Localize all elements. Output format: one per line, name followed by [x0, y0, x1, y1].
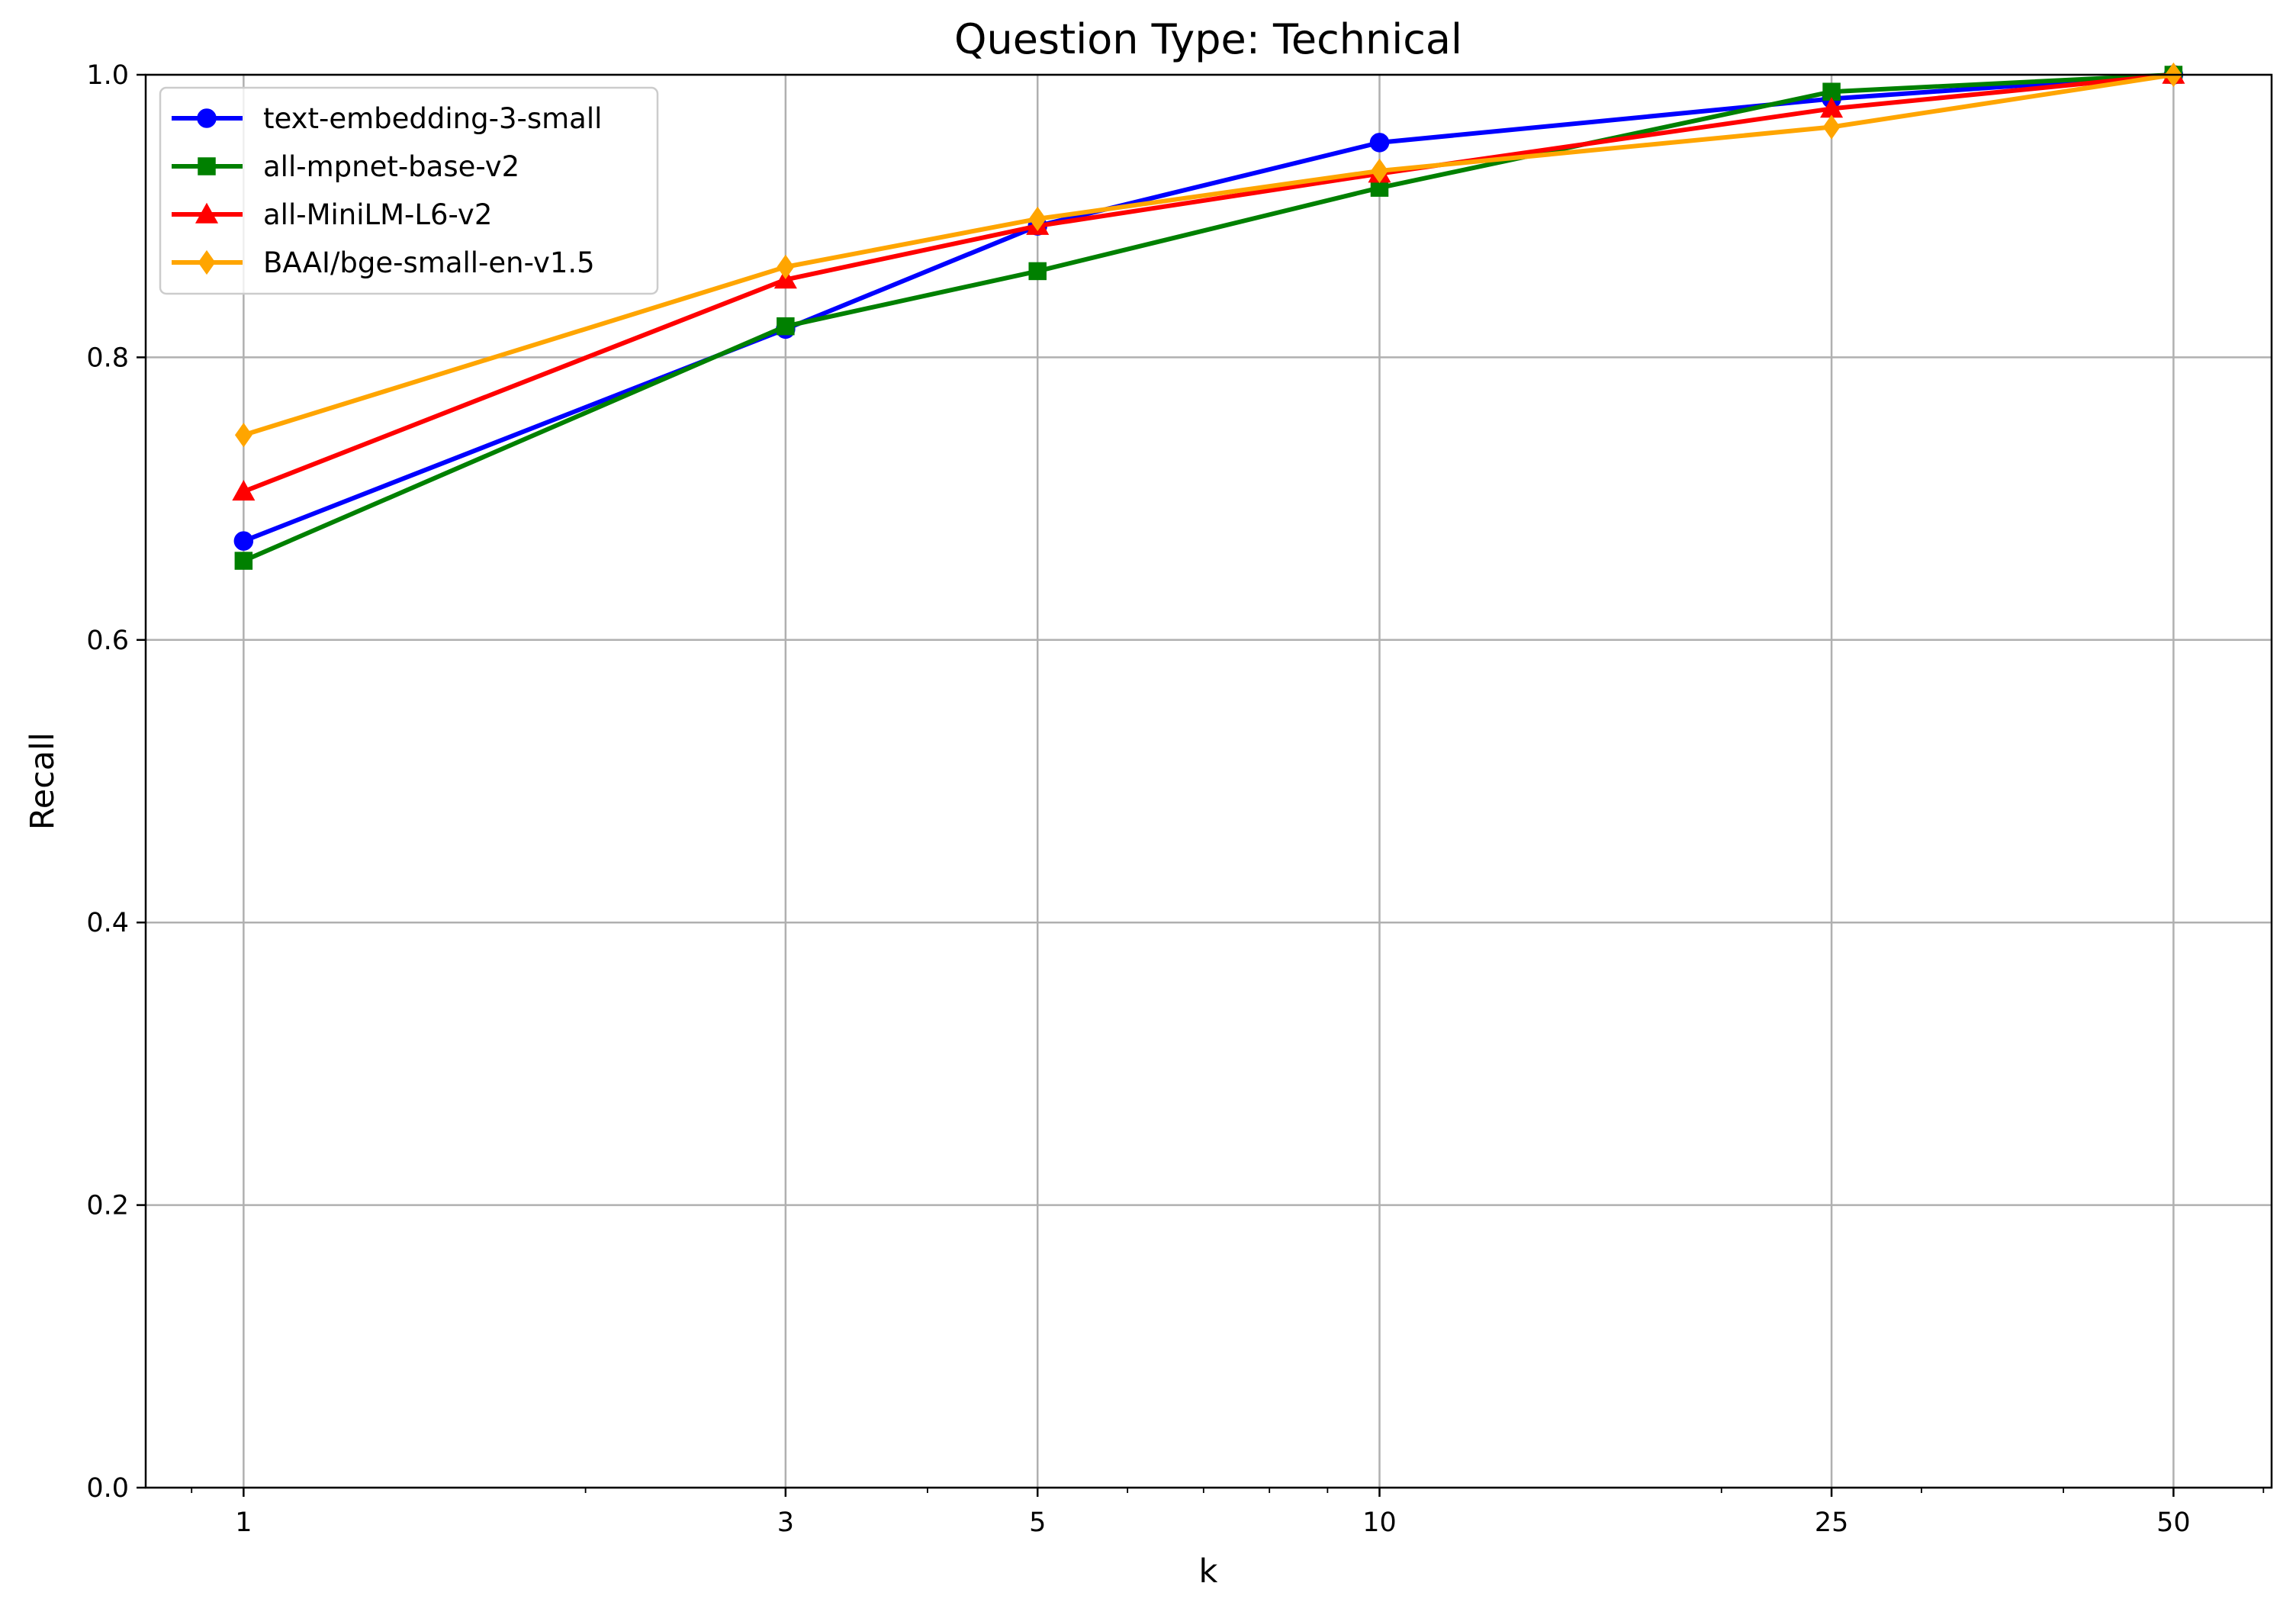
series-point-square: [198, 157, 216, 175]
series-line: [243, 72, 2174, 494]
series-line: [243, 72, 2174, 438]
series-point-triangle: [232, 480, 256, 501]
legend: text-embedding-3-small all-mpnet-base-v2 a…: [159, 86, 659, 295]
x-tick-label: 50: [2156, 1507, 2191, 1538]
legend-entry: all-mpnet-base-v2: [172, 150, 519, 183]
y-axis-ticks: 0.0 0.2 0.4 0.6 0.8 1.0: [86, 60, 146, 1504]
x-tick-label: 3: [777, 1507, 794, 1538]
series-point-square: [777, 317, 795, 336]
series-group: [234, 66, 2183, 570]
y-axis-label: Recall: [24, 732, 62, 830]
y-tick-label: 0.2: [86, 1191, 129, 1221]
series-point-square: [1028, 262, 1047, 281]
series-point-diamond: [777, 254, 795, 280]
y-tick-label: 0.8: [86, 343, 129, 373]
y-tick-label: 0.4: [86, 908, 129, 938]
data-series: [232, 62, 2185, 570]
x-axis-ticks: 1 3 5 10 25 50: [235, 1488, 2191, 1538]
legend-entry: all-MiniLM-L6-v2: [172, 198, 492, 231]
x-axis-label: k: [1199, 1552, 1218, 1591]
series-line: [243, 72, 2174, 563]
legend-label: text-embedding-3-small: [263, 102, 602, 135]
series-point-circle: [197, 108, 217, 128]
legend-entry: text-embedding-3-small: [172, 102, 602, 135]
series-point-diamond: [1371, 158, 1388, 184]
legend-label: BAAI/bge-small-en-v1.5: [263, 246, 595, 279]
series-point-diamond: [234, 423, 252, 448]
series-point-square: [234, 552, 253, 570]
series-point-circle: [233, 531, 254, 551]
series-point-diamond: [1822, 114, 1841, 140]
chart-title: Question Type: Technical: [954, 15, 1462, 63]
legend-entry: BAAI/bge-small-en-v1.5: [172, 246, 595, 279]
series-group: [234, 62, 2182, 448]
grid-lines: [146, 73, 2272, 1489]
y-tick-label: 0.6: [86, 626, 129, 656]
x-tick-label: 1: [235, 1507, 252, 1538]
y-tick-label: 1.0: [86, 60, 129, 91]
x-tick-label: 10: [1362, 1507, 1397, 1538]
y-tick-label: 0.0: [86, 1473, 129, 1504]
legend-label: all-mpnet-base-v2: [263, 150, 519, 183]
legend-label: all-MiniLM-L6-v2: [263, 198, 492, 231]
series-point-diamond: [1028, 206, 1047, 232]
legend-box: [159, 86, 659, 295]
plot-frame: [144, 73, 2273, 1489]
series-point-triangle: [195, 202, 219, 224]
x-tick-label: 5: [1029, 1507, 1046, 1538]
series-point-circle: [1369, 133, 1390, 153]
x-tick-label: 25: [1815, 1507, 1849, 1538]
series-point-diamond: [198, 249, 216, 275]
